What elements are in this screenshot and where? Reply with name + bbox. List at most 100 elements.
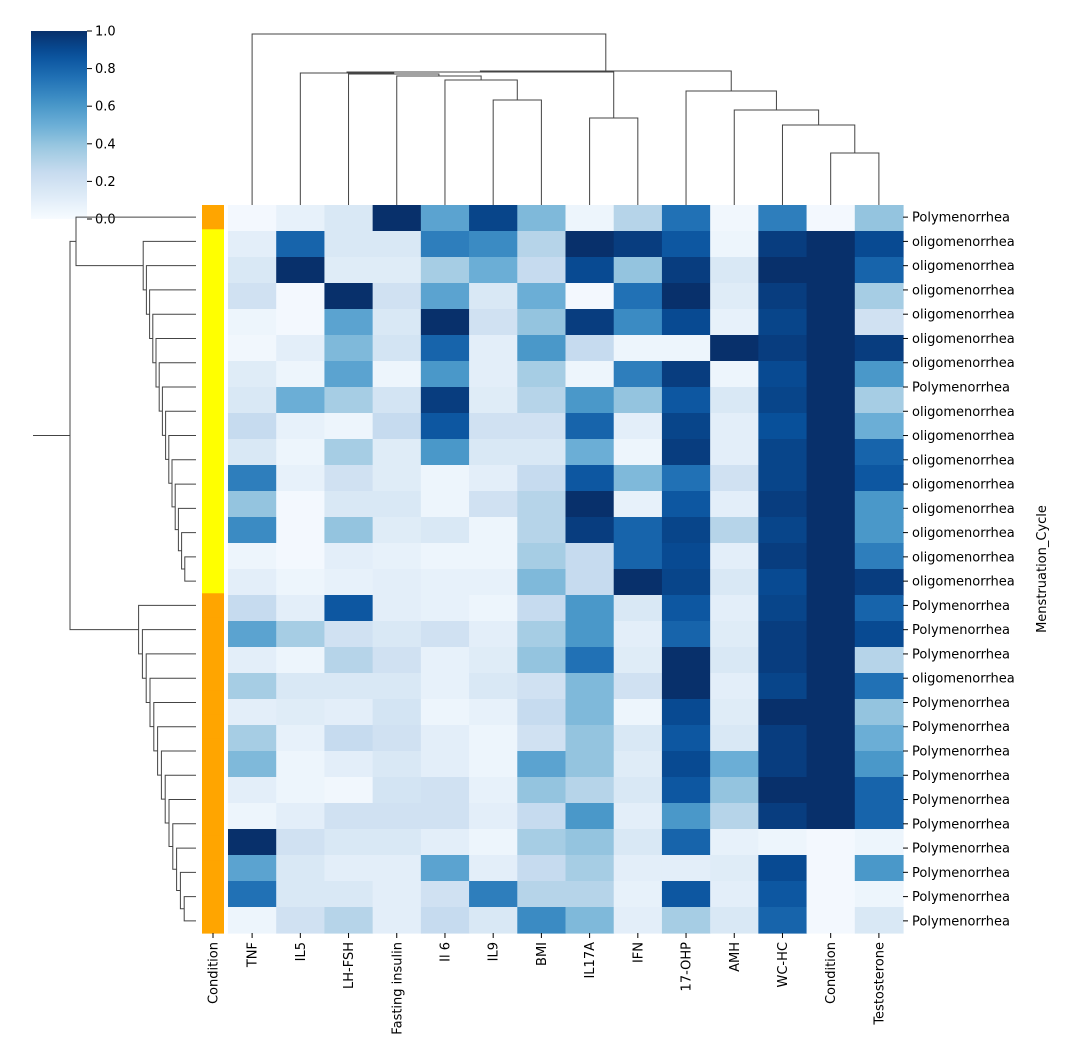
heatmap-cell [228, 413, 277, 440]
condition-color-cell [202, 617, 224, 643]
heatmap-cell [324, 439, 374, 466]
heatmap-cell [228, 595, 277, 622]
condition-color-cell [202, 520, 224, 546]
heatmap-cell [854, 855, 904, 882]
heatmap-cell [710, 205, 759, 232]
heatmap-cell [806, 231, 856, 258]
heatmap-cell [228, 205, 277, 232]
heatmap-cell [565, 699, 615, 726]
heatmap-cell [276, 803, 326, 830]
heatmap-cell [758, 439, 808, 466]
heatmap-cell [565, 465, 615, 492]
heatmap-cell [420, 361, 470, 388]
row-label: oligomenorrhea [912, 283, 1015, 298]
heatmap-cell [372, 595, 422, 622]
heatmap-cell [517, 257, 567, 284]
heatmap-cell [517, 465, 567, 492]
heatmap-cell [613, 751, 663, 778]
condition-color-cell [202, 423, 224, 449]
heatmap-cell [661, 491, 711, 518]
heatmap-cell [517, 647, 567, 674]
condition-color-cell [202, 641, 224, 667]
heatmap-cell [565, 777, 615, 804]
heatmap-cell [372, 517, 422, 544]
condition-color-cell [202, 277, 224, 303]
heatmap-cell [517, 725, 567, 752]
heatmap-cell [710, 777, 759, 804]
heatmap-cell [854, 413, 904, 440]
heatmap-cell [469, 699, 518, 726]
heatmap-cell [806, 673, 856, 700]
heatmap-cell [613, 491, 663, 518]
row-label: Polymenorrhea [912, 866, 1010, 881]
heatmap-cell [469, 309, 518, 336]
heatmap-cell [372, 829, 422, 856]
heatmap-cell [613, 465, 663, 492]
heatmap-cell [372, 907, 422, 934]
heatmap-cell [420, 491, 470, 518]
heatmap-cell [854, 205, 904, 232]
heatmap-cell [420, 257, 470, 284]
heatmap-cell [661, 647, 711, 674]
heatmap-cell [517, 777, 567, 804]
heatmap-cell [469, 283, 518, 310]
condition-color-cell [202, 787, 224, 813]
heatmap-cell [324, 335, 374, 362]
heatmap-cell [517, 881, 567, 908]
row-label: Polymenorrhea [912, 696, 1010, 711]
heatmap-cell [854, 907, 904, 934]
heatmap-cell [276, 855, 326, 882]
heatmap-cell [420, 569, 470, 596]
heatmap-cell [710, 647, 759, 674]
heatmap-cell [276, 829, 326, 856]
row-label: Polymenorrhea [912, 890, 1010, 905]
heatmap-cell [228, 829, 277, 856]
heatmap-cell [420, 803, 470, 830]
column-dendrogram-link [396, 75, 482, 205]
column-label: Fasting insulin [390, 942, 405, 1035]
heatmap-cell [469, 231, 518, 258]
heatmap-cell [420, 673, 470, 700]
heatmap-cell [854, 803, 904, 830]
heatmap-cell [758, 309, 808, 336]
heatmap-cell [565, 387, 615, 414]
heatmap-cell [517, 309, 567, 336]
heatmap-cell [806, 439, 856, 466]
heatmap-cell [565, 907, 615, 934]
column-dendrogram-link [685, 90, 777, 205]
row-label: Polymenorrhea [912, 745, 1010, 760]
colorbar [31, 31, 87, 219]
heatmap-cell [806, 543, 856, 570]
heatmap-cell [710, 465, 759, 492]
heatmap-cell [420, 647, 470, 674]
row-dendrogram-link [177, 507, 196, 552]
heatmap-cell [758, 231, 808, 258]
heatmap-cell [324, 621, 374, 648]
heatmap-cell [661, 465, 711, 492]
heatmap-cell [661, 231, 711, 258]
heatmap-cell [324, 231, 374, 258]
heatmap-cell [517, 699, 567, 726]
heatmap-cell [372, 569, 422, 596]
column-label: IL5 [294, 942, 309, 961]
row-dendrogram-link [69, 240, 139, 631]
column-label: IFN [631, 942, 646, 963]
row-label: oligomenorrhea [912, 332, 1015, 347]
heatmap-cell [613, 699, 663, 726]
heatmap-cell [469, 725, 518, 752]
heatmap-cell [854, 387, 904, 414]
heatmap-cell [661, 673, 711, 700]
column-label: IL17A [583, 942, 598, 979]
heatmap-cell [661, 699, 711, 726]
heatmap-cell [854, 231, 904, 258]
heatmap-cell [758, 387, 808, 414]
row-label: oligomenorrhea [912, 550, 1015, 565]
heatmap-cell [517, 491, 567, 518]
heatmap-cell [613, 517, 663, 544]
heatmap-cell [420, 907, 470, 934]
row-label: oligomenorrhea [912, 672, 1015, 687]
heatmap-cell [324, 673, 374, 700]
heatmap-cell [469, 543, 518, 570]
row-label: Polymenorrhea [912, 599, 1010, 614]
column-label: IL9 [487, 942, 502, 961]
